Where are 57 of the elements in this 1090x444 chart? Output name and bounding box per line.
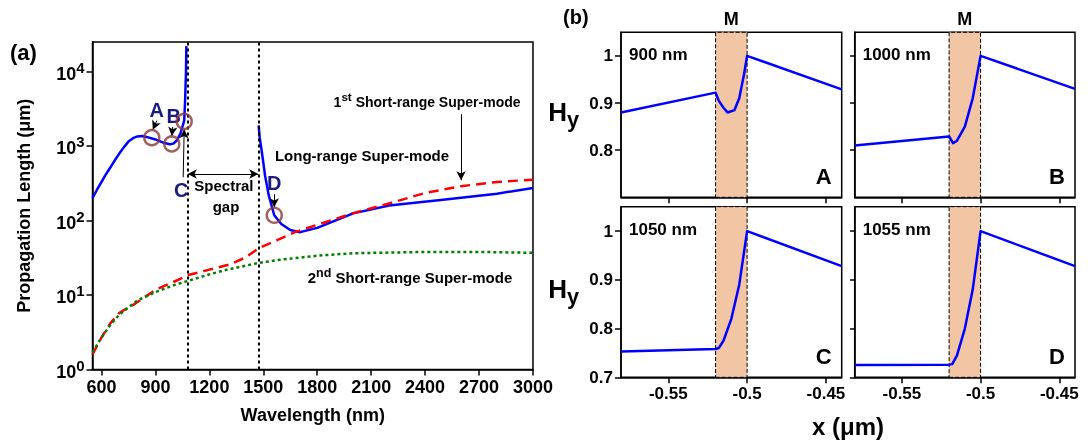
annotation: 900 nm [629,45,688,65]
annotation: C [173,179,189,202]
x-tick-label: -0.55 [882,384,922,404]
point [265,206,284,225]
x-tick-label: 2400 [405,376,446,397]
x-tick-label: -0.55 [648,384,688,404]
annotation: 2$^{nd}$ Short-range Super-mode [307,266,513,286]
line-series [91,178,535,356]
annotation: A [815,163,832,189]
point [163,135,181,153]
annotation: B [1049,163,1065,189]
y-tick-label: 0.9 [589,270,613,290]
annotation: 1000 nm [862,45,931,65]
annotation: A [149,98,165,121]
annotation: 1$^{st}$ Short-range Super-mode [333,90,521,110]
y-axis-title: H$_{y}$ [548,273,579,311]
x-tick-label: 2700 [459,376,500,397]
y-tick-label: 10$^{0}$ [56,356,85,383]
x-tick-label: -0.45 [806,384,846,404]
annotation: 1050 nm [629,219,698,239]
x-tick-label: 900 [140,376,171,397]
annotation: Long-range Super-mode [274,146,450,164]
annotation: D [1049,343,1065,369]
x-tick-label: 1500 [243,376,284,397]
y-axis-title: Propagation Length (μm) [13,98,34,313]
y-tick-label: 10$^{3}$ [56,133,85,160]
annotation: Spectral gap [194,177,258,215]
y-tick-label: 1 [603,221,613,241]
x-tick-label: -0.45 [1039,384,1079,404]
point [143,128,161,147]
x-axis-title: x (μm) [811,412,885,440]
y-tick-label: 1 [603,46,613,66]
x-tick-label: 1800 [297,376,338,397]
annotation: B [166,104,182,127]
annotation: 1055 nm [862,219,931,239]
annotation: D [267,172,282,195]
x-tick-label: 600 [86,376,117,397]
x-tick-label: 2100 [351,376,392,397]
y-tick-label: 10$^{2}$ [56,207,85,234]
y-tick-label: 10$^{1}$ [56,282,85,309]
x-tick-label: 1200 [189,376,230,397]
y-tick-label: 0.8 [589,319,613,339]
y-tick-label: 0.8 [589,140,613,160]
chart-title: (b) [563,6,589,28]
annotation: C [815,343,832,369]
band-label: M [723,8,739,29]
x-axis-title: Wavelength (nm) [240,404,385,425]
y-tick-label: 10$^{4}$ [56,58,85,85]
x-tick-label: -0.5 [732,384,762,404]
x-tick-label: -0.5 [965,384,996,404]
y-tick-label: 0.7 [589,367,613,387]
band-label: M [957,8,973,29]
y-axis-title: H$_{y}$ [548,96,579,133]
line-series [91,250,535,354]
chart-title: (a) [10,39,37,65]
x-tick-label: 3000 [512,376,553,397]
y-tick-label: 0.9 [589,93,613,113]
